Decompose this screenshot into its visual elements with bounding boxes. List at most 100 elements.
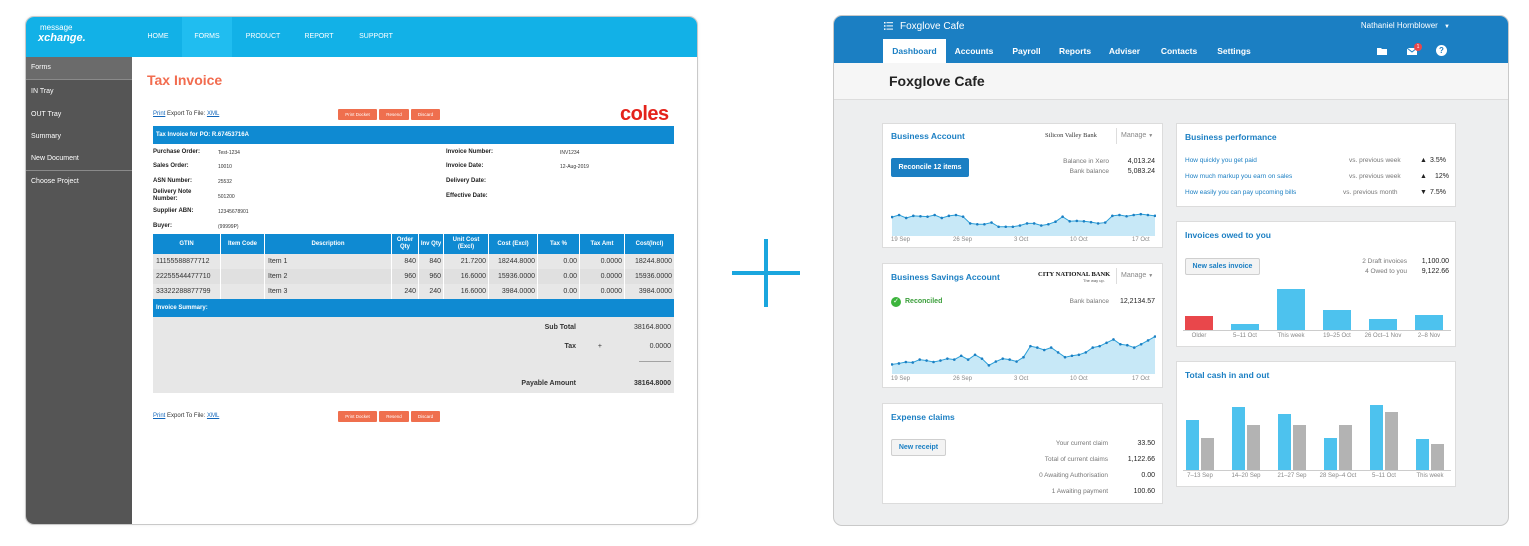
xml-link[interactable]: XML (206, 413, 220, 419)
sidebar: Forms IN Tray OUT Tray Summary New Docum… (26, 57, 132, 524)
nav-home[interactable]: HOME (147, 33, 169, 40)
page-header: Foxglove Cafe (834, 63, 1508, 100)
area-fill (892, 214, 1155, 236)
sidebar-item-new-document[interactable]: New Document (31, 155, 79, 162)
print-link[interactable]: Print (153, 111, 166, 117)
data-point (918, 358, 921, 361)
data-point (1029, 344, 1032, 348)
cash-out-bar[interactable] (1339, 425, 1352, 470)
tax-plus: + (597, 343, 602, 350)
export-label: Export To File: (167, 111, 206, 117)
card-title[interactable]: Business Account (891, 131, 965, 141)
sidebar-item-choose-project[interactable]: Choose Project (31, 178, 79, 185)
axis-label: 17 Oct (1132, 376, 1150, 382)
data-point (1004, 225, 1008, 229)
cash-in-bar[interactable] (1232, 407, 1245, 470)
reconcile-button[interactable]: Reconcile 12 items (891, 158, 969, 177)
nav-report[interactable]: REPORT (304, 33, 334, 40)
cash-in-bar[interactable] (1324, 438, 1337, 470)
top-nav-bar: message xchange. HOME FORMS PRODUCT REPO… (26, 17, 697, 57)
invoice-bar[interactable] (1277, 288, 1305, 330)
discard-button[interactable]: Discard (411, 411, 440, 422)
print-link[interactable]: Print (153, 413, 166, 419)
tab-settings[interactable]: Settings (1217, 46, 1251, 56)
invoice-bar[interactable] (1231, 324, 1259, 330)
cash-in-bar[interactable] (1416, 439, 1429, 470)
folder-icon[interactable] (1376, 45, 1388, 57)
organisation-name[interactable]: Foxglove Cafe (900, 21, 965, 32)
resend-button[interactable]: Resend (379, 411, 409, 422)
card-title[interactable]: Invoices owed to you (1185, 230, 1271, 240)
card-title[interactable]: Expense claims (891, 412, 955, 422)
data-point (1153, 335, 1156, 338)
tab-payroll[interactable]: Payroll (1012, 46, 1041, 56)
sidebar-item-forms[interactable]: Forms (26, 57, 132, 79)
data-point (954, 213, 958, 217)
resend-button[interactable]: Resend (379, 109, 409, 120)
tab-dashboard[interactable]: Dashboard (883, 39, 946, 63)
data-point (1139, 342, 1143, 346)
tab-contacts[interactable]: Contacts (1160, 46, 1198, 56)
new-sales-invoice-button[interactable]: New sales invoice (1185, 258, 1260, 275)
tab-reports[interactable]: Reports (1058, 46, 1092, 56)
card-title[interactable]: Total cash in and out (1185, 370, 1270, 380)
logo-small-text: message (40, 23, 73, 32)
print-docket-button[interactable]: Print Docket (338, 411, 377, 422)
data-point (932, 360, 935, 364)
xml-link[interactable]: XML (206, 111, 220, 117)
data-point (1082, 220, 1086, 223)
sidebar-item-out-tray[interactable]: OUT Tray (31, 111, 62, 118)
data-point (1105, 341, 1108, 345)
cash-in-bar[interactable] (1370, 405, 1383, 470)
cash-out-bar[interactable] (1385, 412, 1398, 470)
cash-out-bar[interactable] (1293, 425, 1306, 470)
new-receipt-button[interactable]: New receipt (891, 439, 946, 456)
menu-icon[interactable] (884, 22, 893, 30)
tab-adviser[interactable]: Adviser (1108, 46, 1141, 56)
cash-in-bar[interactable] (1278, 413, 1291, 470)
user-menu[interactable]: Nathaniel Hornblower ▼ (1361, 21, 1450, 30)
nav-forms[interactable]: FORMS (182, 17, 232, 57)
cell-tax-pct: 0.00 (538, 284, 580, 299)
cash-out-bar[interactable] (1247, 424, 1260, 470)
x-axis (1183, 330, 1451, 331)
performance-metric[interactable]: How much markup you earn on sales (1185, 173, 1293, 180)
performance-metric[interactable]: How easily you can pay upcoming bills (1185, 189, 1297, 196)
claim-value: 100.60 (1133, 488, 1155, 495)
print-docket-button[interactable]: Print Docket (338, 109, 377, 120)
invoice-bar[interactable] (1369, 318, 1397, 330)
performance-metric[interactable]: How quickly you get paid (1185, 157, 1257, 164)
invoice-bar[interactable] (1415, 315, 1443, 330)
data-point (961, 215, 965, 218)
field-label: Sales Order: (153, 163, 189, 169)
data-point (966, 358, 970, 361)
manage-menu[interactable]: Manage ▼ (1121, 132, 1153, 139)
data-point (940, 216, 944, 220)
cell-inv-qty: 240 (419, 284, 444, 299)
cash-out-bar[interactable] (1201, 437, 1214, 470)
card-title[interactable]: Business Savings Account (891, 272, 1000, 282)
card-title[interactable]: Business performance (1185, 132, 1277, 142)
table-row: 22255544477710 Item 2 960 960 16.6000 15… (153, 269, 674, 284)
axis-label: 3 Oct (1014, 376, 1029, 382)
field-label: Supplier ABN: (153, 208, 194, 214)
help-icon[interactable]: ? (1436, 45, 1447, 56)
discard-button[interactable]: Discard (411, 109, 440, 120)
data-point (904, 360, 908, 364)
sidebar-item-in-tray[interactable]: IN Tray (31, 88, 54, 95)
nav-support[interactable]: SUPPORT (359, 33, 393, 40)
savings-account-card: Business Savings Account CITY NATIONAL B… (882, 263, 1163, 388)
sidebar-item-summary[interactable]: Summary (31, 133, 61, 140)
sidebar-divider (26, 170, 132, 171)
nav-product[interactable]: PRODUCT (245, 33, 281, 40)
col-header-description: Description (265, 234, 392, 254)
manage-menu[interactable]: Manage ▼ (1121, 272, 1153, 279)
invoice-bar[interactable] (1323, 310, 1351, 330)
data-point (897, 362, 901, 365)
data-point (1063, 355, 1067, 359)
tab-accounts[interactable]: Accounts (954, 46, 994, 56)
invoice-bar[interactable] (1185, 316, 1213, 330)
data-point (968, 222, 972, 225)
cash-in-bar[interactable] (1186, 419, 1199, 470)
cash-out-bar[interactable] (1431, 444, 1444, 470)
